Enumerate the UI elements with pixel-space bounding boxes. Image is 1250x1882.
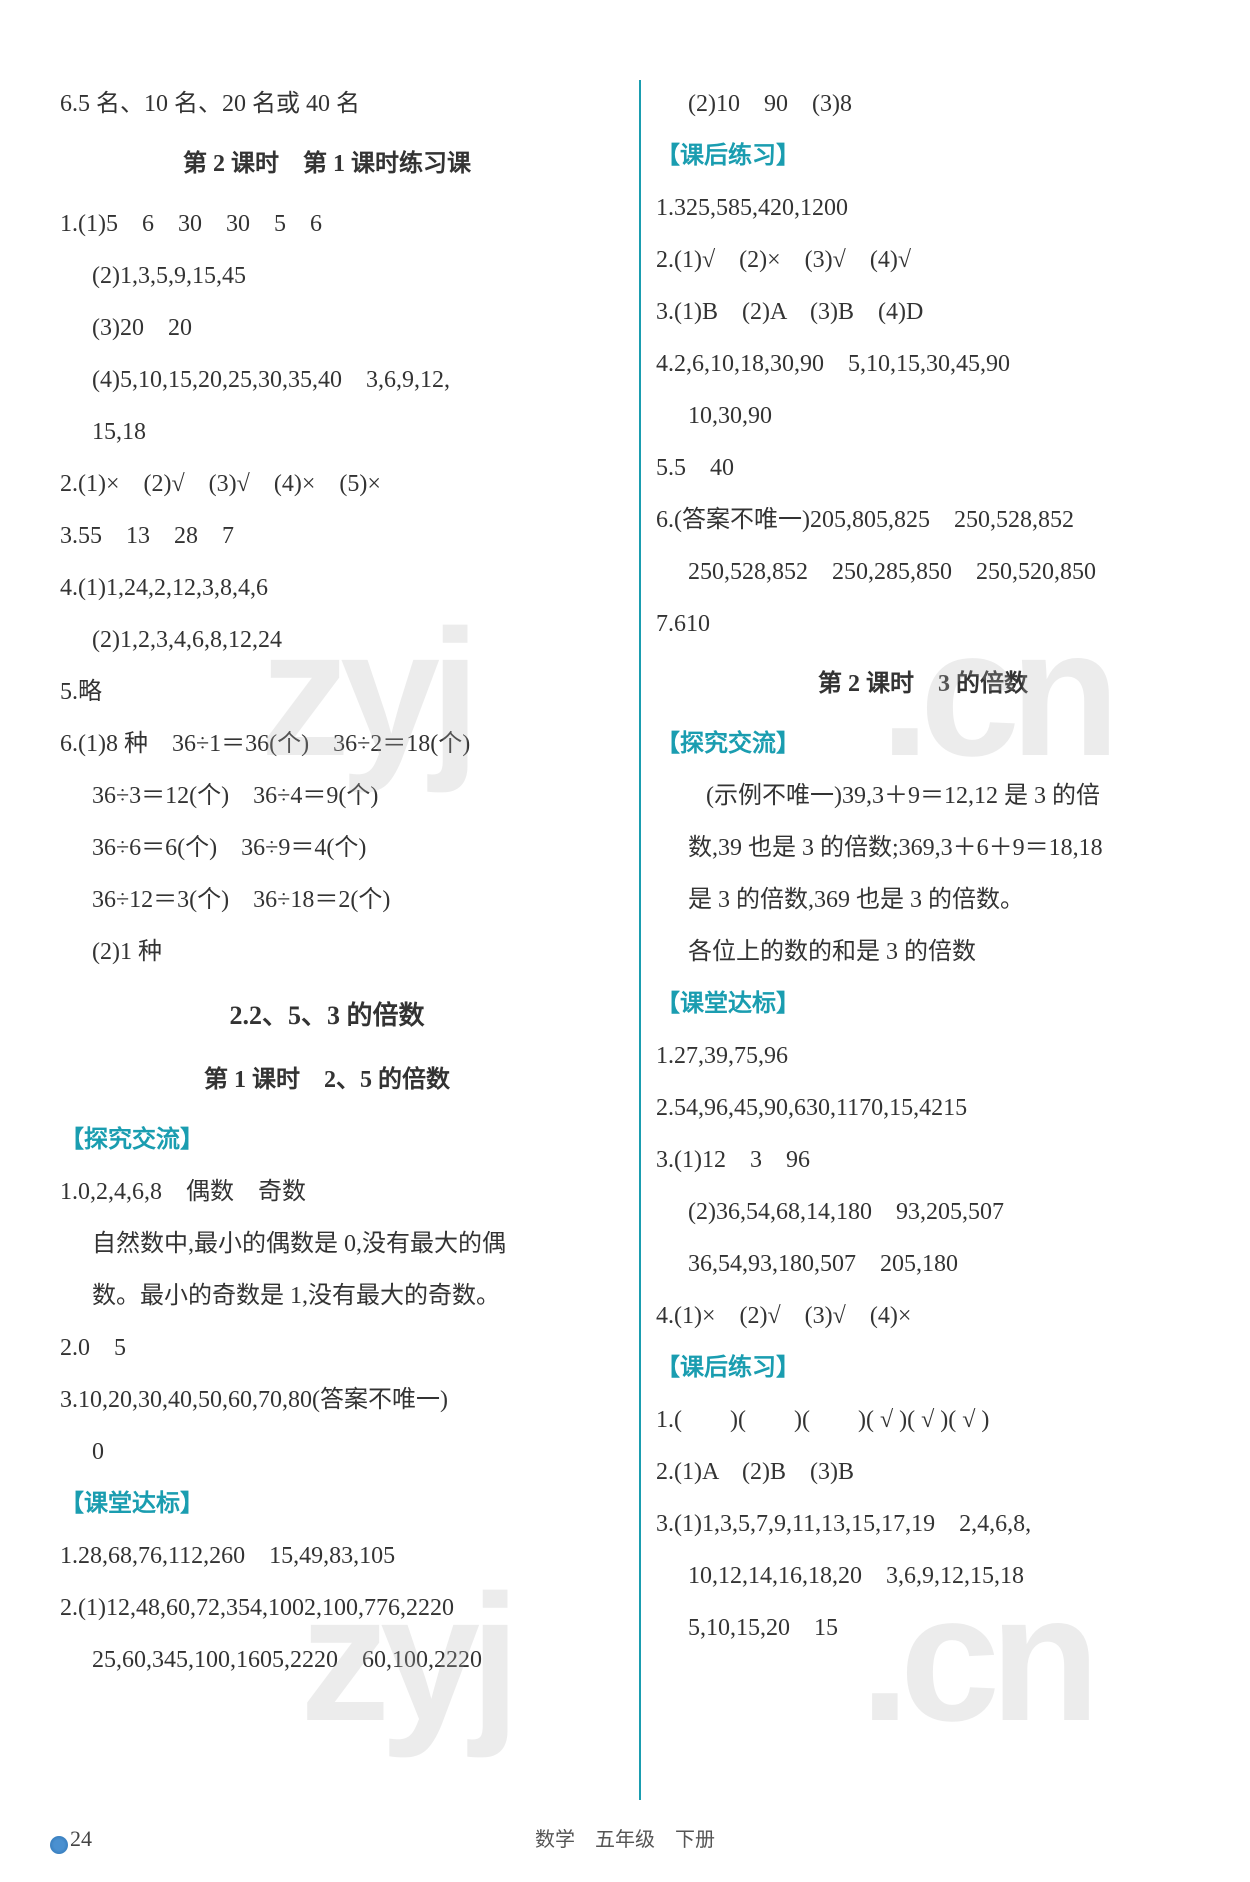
text-line: 36÷12＝3(个) 36÷18＝2(个) — [60, 876, 594, 924]
blue-heading: 【课堂达标】 — [60, 1480, 594, 1528]
text-line: (3)20 20 — [60, 304, 594, 352]
text-line: (2)1,2,3,4,6,8,12,24 — [60, 616, 594, 664]
section-heading: 第 2 课时 3 的倍数 — [656, 660, 1190, 708]
text-line: (2)10 90 (3)8 — [656, 80, 1190, 128]
text-line: (2)36,54,68,14,180 93,205,507 — [656, 1188, 1190, 1236]
text-line: 5.略 — [60, 668, 594, 716]
content-wrapper: 6.5 名、10 名、20 名或 40 名 第 2 课时 第 1 课时练习课 1… — [60, 80, 1190, 1800]
text-line: 2.(1)A (2)B (3)B — [656, 1448, 1190, 1496]
section-heading: 第 1 课时 2、5 的倍数 — [60, 1056, 594, 1104]
text-line: 15,18 — [60, 408, 594, 456]
text-line: 1.(1)5 6 30 30 5 6 — [60, 200, 594, 248]
text-line: 4.2,6,10,18,30,90 5,10,15,30,45,90 — [656, 340, 1190, 388]
text-line: 各位上的数的和是 3 的倍数 — [656, 928, 1190, 976]
section-title: 2.2、5、3 的倍数 — [60, 990, 594, 1042]
text-line: 4.(1)× (2)√ (3)√ (4)× — [656, 1292, 1190, 1340]
section-heading: 第 2 课时 第 1 课时练习课 — [60, 140, 594, 188]
text-line: (示例不唯一)39,3＋9＝12,12 是 3 的倍 — [656, 772, 1190, 820]
text-line: 1.( )( )( )( √ )( √ )( √ ) — [656, 1396, 1190, 1444]
text-line: 自然数中,最小的偶数是 0,没有最大的偶 — [60, 1220, 594, 1268]
text-line: 25,60,345,100,1605,2220 60,100,2220 — [60, 1636, 594, 1684]
blue-heading: 【探究交流】 — [656, 720, 1190, 768]
blue-heading: 【课后练习】 — [656, 1344, 1190, 1392]
text-line: 6.5 名、10 名、20 名或 40 名 — [60, 80, 594, 128]
text-line: (2)1 种 — [60, 928, 594, 976]
text-line: 0 — [60, 1428, 594, 1476]
text-line: 数。最小的奇数是 1,没有最大的奇数。 — [60, 1272, 594, 1320]
text-line: 7.610 — [656, 600, 1190, 648]
text-line: 250,528,852 250,285,850 250,520,850 — [656, 548, 1190, 596]
text-line: 1.0,2,4,6,8 偶数 奇数 — [60, 1168, 594, 1216]
text-line: 1.325,585,420,1200 — [656, 184, 1190, 232]
text-line: 2.(1)√ (2)× (3)√ (4)√ — [656, 236, 1190, 284]
text-line: 是 3 的倍数,369 也是 3 的倍数。 — [656, 876, 1190, 924]
text-line: 2.(1)12,48,60,72,354,1002,100,776,2220 — [60, 1584, 594, 1632]
page-footer: 数学 五年级 下册 — [0, 1823, 1250, 1852]
text-line: 5.5 40 — [656, 444, 1190, 492]
text-line: 1.28,68,76,112,260 15,49,83,105 — [60, 1532, 594, 1580]
text-line: 3.10,20,30,40,50,60,70,80(答案不唯一) — [60, 1376, 594, 1424]
right-column: (2)10 90 (3)8 【课后练习】 1.325,585,420,1200 … — [639, 80, 1190, 1800]
text-line: 36÷6＝6(个) 36÷9＝4(个) — [60, 824, 594, 872]
text-line: 10,30,90 — [656, 392, 1190, 440]
text-line: 36,54,93,180,507 205,180 — [656, 1240, 1190, 1288]
text-line: 2.0 5 — [60, 1324, 594, 1372]
text-line: 10,12,14,16,18,20 3,6,9,12,15,18 — [656, 1552, 1190, 1600]
text-line: 1.27,39,75,96 — [656, 1032, 1190, 1080]
blue-heading: 【探究交流】 — [60, 1116, 594, 1164]
text-line: 4.(1)1,24,2,12,3,8,4,6 — [60, 564, 594, 612]
text-line: 2.(1)× (2)√ (3)√ (4)× (5)× — [60, 460, 594, 508]
blue-heading: 【课堂达标】 — [656, 980, 1190, 1028]
blue-heading: 【课后练习】 — [656, 132, 1190, 180]
text-line: 6.(1)8 种 36÷1＝36(个) 36÷2＝18(个) — [60, 720, 594, 768]
text-line: 2.54,96,45,90,630,1170,15,4215 — [656, 1084, 1190, 1132]
text-line: 3.(1)12 3 96 — [656, 1136, 1190, 1184]
left-column: 6.5 名、10 名、20 名或 40 名 第 2 课时 第 1 课时练习课 1… — [60, 80, 609, 1800]
text-line: 36÷3＝12(个) 36÷4＝9(个) — [60, 772, 594, 820]
text-line: 3.(1)1,3,5,7,9,11,13,15,17,19 2,4,6,8, — [656, 1500, 1190, 1548]
text-line: 数,39 也是 3 的倍数;369,3＋6＋9＝18,18 — [656, 824, 1190, 872]
text-line: 5,10,15,20 15 — [656, 1604, 1190, 1652]
text-line: (4)5,10,15,20,25,30,35,40 3,6,9,12, — [60, 356, 594, 404]
text-line: 3.(1)B (2)A (3)B (4)D — [656, 288, 1190, 336]
text-line: (2)1,3,5,9,15,45 — [60, 252, 594, 300]
text-line: 3.55 13 28 7 — [60, 512, 594, 560]
text-line: 6.(答案不唯一)205,805,825 250,528,852 — [656, 496, 1190, 544]
